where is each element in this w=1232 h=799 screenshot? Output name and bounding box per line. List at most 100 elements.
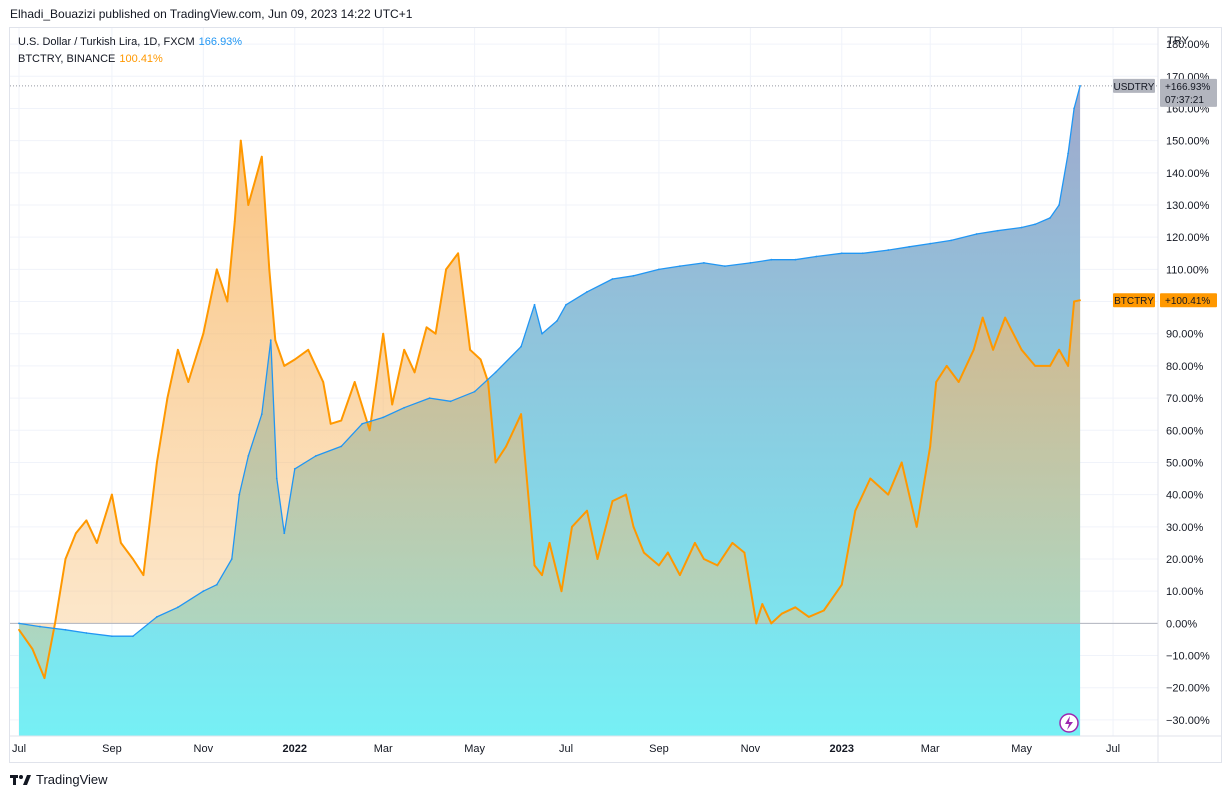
usdtry-point xyxy=(556,319,558,322)
usdtry-point xyxy=(658,268,660,271)
y-tick-label: −20.00% xyxy=(1166,683,1210,695)
btctry-point xyxy=(413,371,416,374)
usdtry-point xyxy=(176,606,179,609)
legend-btctry-name: BTCTRY, BINANCE xyxy=(18,53,116,65)
btctry-point xyxy=(457,252,460,255)
usdtry-point xyxy=(39,625,41,628)
btctry-point xyxy=(840,583,843,586)
y-tick-label: −30.00% xyxy=(1166,715,1210,727)
tradingview-brand[interactable]: TradingView xyxy=(10,772,108,787)
usdtry-value-box xyxy=(1160,78,1217,107)
btctry-point xyxy=(479,358,482,361)
btctry-point xyxy=(176,348,179,351)
btctry-point xyxy=(716,564,719,567)
btctry-point xyxy=(632,525,635,528)
btctry-point xyxy=(761,603,764,605)
usdtry-point xyxy=(565,303,567,306)
y-tick-label: 80.00% xyxy=(1166,361,1204,373)
btctry-point xyxy=(111,493,113,496)
currency-label: TRY xyxy=(1167,35,1189,47)
btctry-point xyxy=(981,316,984,319)
x-tick-label: Sep xyxy=(102,743,122,755)
usdtry-point xyxy=(586,290,588,293)
btctry-point xyxy=(247,204,250,206)
btctry-point xyxy=(770,622,773,625)
publisher-line: Elhadi_Bouazizi published on TradingView… xyxy=(10,7,413,21)
btctry-point xyxy=(340,419,343,422)
usdtry-point xyxy=(840,252,843,255)
btctry-point xyxy=(667,551,669,554)
legend-btctry[interactable]: BTCTRY, BINANCE 100.41% xyxy=(18,53,163,65)
usdtry-point xyxy=(283,532,286,535)
usdtry-point xyxy=(1058,204,1060,206)
btctry-point xyxy=(780,612,783,615)
btctry-point xyxy=(187,381,190,383)
usdtry-point xyxy=(632,274,635,277)
usdtry-point xyxy=(314,455,317,457)
x-tick-label: Sep xyxy=(649,743,669,755)
btctry-point xyxy=(54,622,56,625)
btctry-point xyxy=(505,445,507,448)
lightning-icon[interactable] xyxy=(1059,713,1079,733)
btctry-point xyxy=(548,542,551,544)
legend-usdtry[interactable]: U.S. Dollar / Turkish Lira, 1D, FXCM 166.… xyxy=(18,36,242,48)
x-tick-label: 2023 xyxy=(830,743,854,755)
usdtry-point xyxy=(131,635,134,638)
usdtry-point xyxy=(215,583,218,586)
y-tick-label: 20.00% xyxy=(1166,554,1204,566)
btctry-point xyxy=(283,365,286,367)
usdtry-point xyxy=(403,406,406,409)
btctry-area xyxy=(19,140,1081,679)
usdtry-point xyxy=(908,245,911,248)
btctry-point xyxy=(64,558,67,560)
y-tick-label: 60.00% xyxy=(1166,425,1204,437)
btctry-point xyxy=(854,509,857,512)
btctry-point xyxy=(935,381,938,383)
usdtry-tag-bg xyxy=(1113,78,1155,93)
usdtry-point xyxy=(887,249,890,251)
y-tick-label: 120.00% xyxy=(1166,232,1210,244)
btctry-point xyxy=(731,542,734,544)
brand-label: TradingView xyxy=(36,772,108,787)
y-tick-label: 140.00% xyxy=(1166,168,1210,180)
btctry-point xyxy=(822,609,825,612)
usdtry-point xyxy=(494,371,497,374)
btctry-point xyxy=(658,564,660,567)
btctry-point xyxy=(794,606,797,609)
btctry-point xyxy=(322,381,325,383)
btctry-point xyxy=(233,220,236,222)
btctry-point xyxy=(571,525,573,528)
btctry-point xyxy=(18,628,20,631)
btctry-point xyxy=(166,397,169,399)
y-tick-label: 0.00% xyxy=(1166,618,1197,630)
btctry-point xyxy=(1073,300,1075,303)
btctry-tag: BTCTRY xyxy=(1114,296,1154,307)
btctry-point xyxy=(96,542,98,544)
btctry-point xyxy=(992,348,995,351)
usdtry-point xyxy=(815,255,818,258)
legend-btctry-value: 100.41% xyxy=(119,53,163,65)
plot-area xyxy=(10,85,1158,736)
y-tick-label: 150.00% xyxy=(1166,136,1210,148)
usdtry-point xyxy=(1049,216,1051,219)
lightning-icon-bolt xyxy=(1065,716,1073,730)
btctry-point xyxy=(560,590,563,593)
btctry-point xyxy=(202,332,205,335)
x-tick-label: Nov xyxy=(194,743,214,755)
usdtry-point xyxy=(260,413,263,416)
x-tick-label: Jul xyxy=(559,743,573,755)
usdtry-point xyxy=(111,635,113,638)
btctry-point xyxy=(625,493,627,496)
x-tick-label: Jul xyxy=(12,743,26,755)
btctry-point xyxy=(643,551,645,554)
btctry-point xyxy=(307,348,310,351)
usdtry-point xyxy=(1034,223,1037,226)
usdtry-point xyxy=(1020,226,1023,229)
btctry-point xyxy=(31,648,34,651)
btctry-point xyxy=(215,268,218,271)
usdtry-point xyxy=(238,493,241,496)
usdtry-point xyxy=(361,422,364,425)
usdtry-point xyxy=(269,339,272,342)
usdtry-point xyxy=(749,262,752,264)
